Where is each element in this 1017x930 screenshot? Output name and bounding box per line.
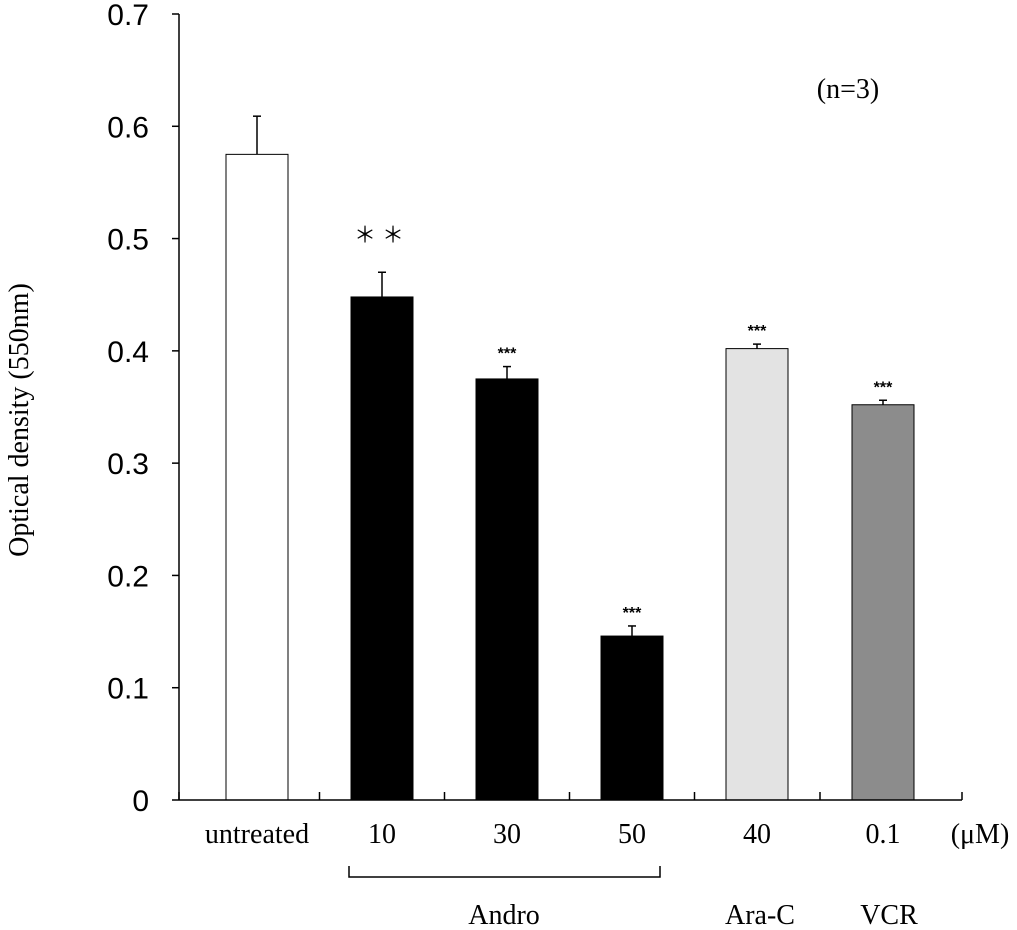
y-tick-label: 0.5 [107, 224, 149, 257]
labels: Optical density (550nm) (n=3) (μM) Andro… [4, 74, 1009, 930]
significance-mark: *** [874, 379, 893, 396]
x-axis: untreated 10 30 50 40 0.1 [178, 792, 963, 850]
category-label: 50 [618, 819, 646, 850]
category-label: untreated [205, 819, 309, 850]
y-tick-label: 0.1 [107, 673, 149, 706]
significance-mark: *** [498, 346, 517, 363]
y-tick-label: 0.3 [107, 448, 149, 481]
bar [600, 635, 664, 801]
bars: ＊＊ *** *** *** *** [225, 115, 915, 801]
category-label: 40 [743, 819, 771, 850]
andro-group-bracket [348, 866, 661, 878]
category-label: 0.1 [866, 819, 901, 850]
y-axis-label: Optical density (550nm) [4, 283, 35, 557]
y-tick-label: 0 [132, 785, 149, 818]
y-axis: 0 0.1 0.2 0.3 0.4 0.5 0.6 0.7 [107, 0, 180, 818]
category-label: 10 [368, 819, 396, 850]
bar [725, 348, 789, 801]
bar [475, 378, 539, 801]
category-label: 30 [493, 819, 521, 850]
group-label-ara-c: Ara-C [725, 900, 795, 930]
unit-label: (μM) [951, 819, 1010, 850]
group-label-andro: Andro [468, 900, 540, 930]
bar [225, 153, 289, 801]
significance-mark: ＊＊ [354, 222, 410, 247]
significance-mark: *** [748, 323, 767, 340]
y-tick-label: 0.2 [107, 560, 149, 593]
group-label-vcr: VCR [860, 900, 918, 930]
significance-mark: *** [623, 605, 642, 622]
bar [851, 404, 915, 801]
y-tick-label: 0.4 [107, 336, 149, 369]
sample-size-annotation: (n=3) [817, 74, 879, 105]
y-tick-label: 0.7 [107, 0, 149, 32]
bar [350, 296, 414, 801]
y-tick-label: 0.6 [107, 111, 149, 144]
